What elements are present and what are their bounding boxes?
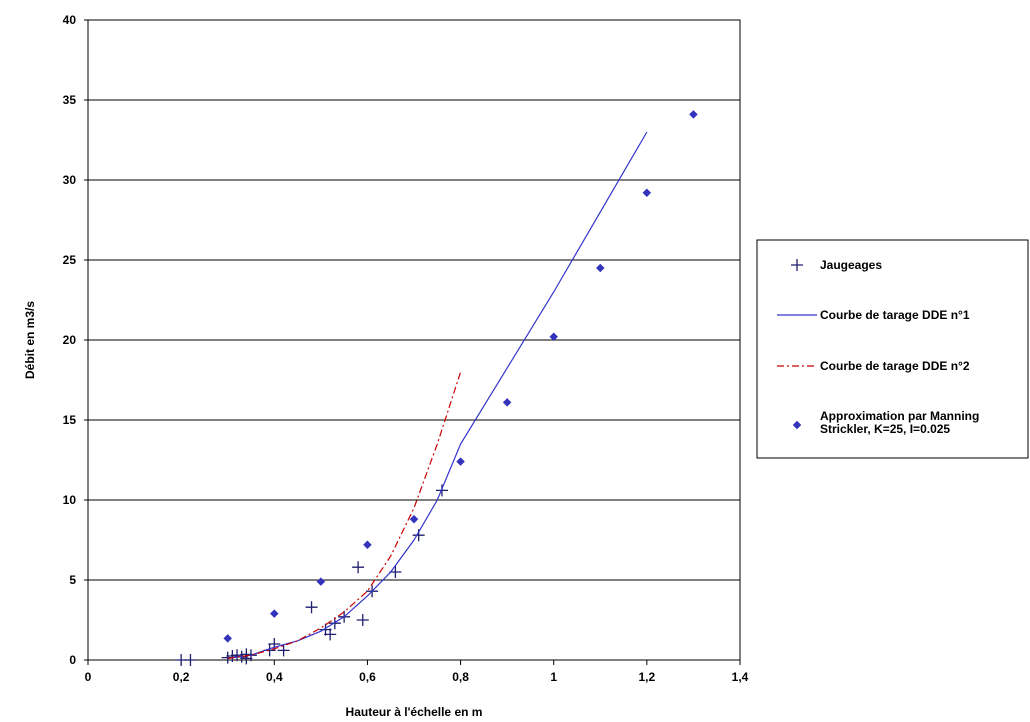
x-tick-label: 0,2 xyxy=(173,670,190,684)
y-axis: 0 5 10 15 20 25 30 35 40 xyxy=(63,13,88,667)
data-point xyxy=(223,634,233,643)
legend-box xyxy=(756,239,1029,459)
data-point xyxy=(231,649,244,662)
data-point xyxy=(324,628,337,641)
series-4 xyxy=(223,110,698,643)
x-axis-title: Hauteur à l'échelle en m xyxy=(346,705,483,719)
data-point xyxy=(316,577,326,586)
legend-label: Courbe de tarage DDE n°2 xyxy=(820,359,970,373)
y-tick-label: 0 xyxy=(69,653,76,667)
series-1 xyxy=(175,484,448,666)
data-point xyxy=(277,644,290,657)
y-axis-title: Débit en m3/s xyxy=(23,301,37,379)
y-tick-label: 10 xyxy=(63,493,77,507)
data-point xyxy=(240,652,253,665)
x-tick-label: 1 xyxy=(550,670,557,684)
series-line xyxy=(227,371,462,659)
data-point xyxy=(502,398,512,407)
data-point xyxy=(184,654,197,666)
data-point xyxy=(352,561,365,574)
data-point xyxy=(269,609,279,618)
y-tick-label: 20 xyxy=(63,333,77,347)
y-tick-label: 40 xyxy=(63,13,77,27)
legend: Jaugeages Courbe de tarage DDE n°1 Courbe … xyxy=(756,239,1029,459)
legend-swatch xyxy=(791,259,803,271)
data-point xyxy=(226,650,239,662)
legend-item-4: Approximation par Manning Strickler, K=25… xyxy=(792,409,979,436)
legend-label: Courbe de tarage DDE n°1 xyxy=(820,308,970,322)
y-tick-label: 25 xyxy=(63,253,77,267)
series-line xyxy=(227,131,648,659)
legend-label: Jaugeages xyxy=(820,258,882,272)
x-tick-label: 0 xyxy=(85,670,92,684)
y-tick-label: 15 xyxy=(63,413,77,427)
y-tick-label: 5 xyxy=(69,573,76,587)
legend-item-2: Courbe de tarage DDE n°1 xyxy=(777,308,970,322)
x-tick-label: 1,2 xyxy=(639,670,656,684)
x-tick-label: 0,4 xyxy=(266,670,283,684)
data-point xyxy=(319,623,332,636)
data-point xyxy=(356,614,369,626)
series-2 xyxy=(227,131,648,659)
data-point xyxy=(642,188,652,198)
legend-item-3: Courbe de tarage DDE n°2 xyxy=(777,359,970,373)
x-tick-label: 0,6 xyxy=(359,670,376,684)
data-point xyxy=(409,514,419,524)
legend-swatch xyxy=(792,420,802,430)
data-point xyxy=(268,638,281,650)
grid xyxy=(88,19,740,581)
data-point xyxy=(595,263,605,273)
y-tick-label: 30 xyxy=(63,173,77,187)
data-point xyxy=(305,601,318,614)
series-3 xyxy=(227,371,462,659)
data-point xyxy=(456,457,465,466)
legend-item-1: Jaugeages xyxy=(791,258,882,272)
x-tick-label: 0,8 xyxy=(452,670,469,684)
x-tick-label: 1,4 xyxy=(732,670,749,684)
y-tick-label: 35 xyxy=(63,93,77,107)
legend-label: Approximation par Manning Strickler, K=25… xyxy=(820,409,979,436)
data-point xyxy=(549,332,559,342)
data-point xyxy=(363,540,372,550)
data-point xyxy=(689,110,698,119)
x-axis: 0 0,2 0,4 0,6 0,8 1 1,2 1,4 xyxy=(85,660,749,684)
series-layer xyxy=(175,110,698,666)
